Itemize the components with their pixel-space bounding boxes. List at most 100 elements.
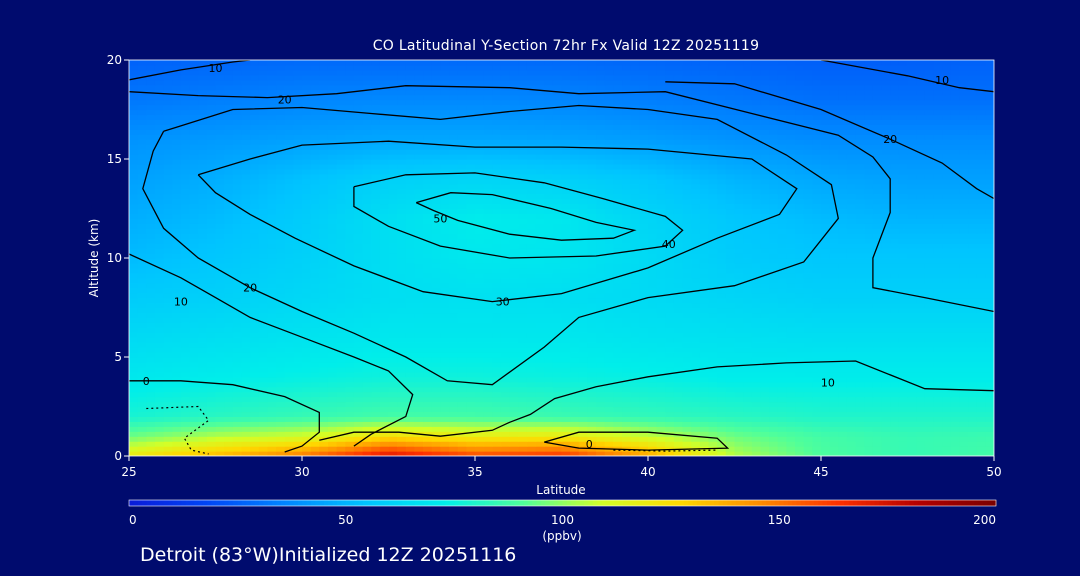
heatmap-cell	[985, 243, 994, 249]
heatmap-cell	[691, 297, 701, 304]
heatmap-cell	[154, 421, 165, 427]
heatmap-cell	[449, 238, 459, 244]
heatmap-cell	[596, 451, 606, 456]
heatmap-cell	[604, 322, 614, 328]
heatmap-cell	[786, 327, 796, 333]
heatmap-cell	[795, 371, 805, 378]
heatmap-cell	[769, 371, 779, 378]
heatmap-cell	[846, 233, 857, 239]
heatmap-cell	[206, 342, 217, 348]
heatmap-cell	[423, 347, 433, 353]
heatmap-cell	[397, 253, 407, 259]
heatmap-cell	[838, 238, 848, 244]
heatmap-cell	[665, 297, 675, 304]
heatmap-cell	[699, 292, 710, 299]
heatmap-cell	[232, 312, 243, 318]
heatmap-cell	[241, 218, 251, 224]
heatmap-cell	[431, 381, 441, 388]
heatmap-cell	[578, 208, 589, 215]
heatmap-cell	[129, 396, 139, 403]
heatmap-cell	[431, 347, 441, 353]
heatmap-cell	[250, 253, 260, 259]
heatmap-cell	[890, 253, 900, 259]
heatmap-cell	[561, 223, 571, 229]
heatmap-cell	[440, 322, 450, 328]
heatmap-cell	[699, 267, 710, 274]
heatmap-cell	[397, 307, 407, 314]
heatmap-cell	[302, 386, 312, 393]
heatmap-cell	[544, 208, 554, 215]
heatmap-cell	[855, 312, 865, 318]
heatmap-cell	[327, 436, 338, 442]
heatmap-cell	[423, 451, 433, 456]
heatmap-cell	[933, 228, 943, 234]
heatmap-cell	[708, 426, 718, 432]
heatmap-cell	[414, 292, 424, 299]
heatmap-cell	[544, 258, 554, 264]
heatmap-cell	[353, 361, 364, 368]
heatmap-cell	[276, 446, 286, 452]
heatmap-cell	[942, 213, 952, 219]
heatmap-cell	[544, 233, 554, 239]
heatmap-cell	[916, 322, 926, 328]
heatmap-cell	[786, 451, 796, 456]
heatmap-cell	[613, 258, 623, 264]
heatmap-cell	[267, 317, 277, 323]
heatmap-cell	[129, 347, 139, 353]
heatmap-cell	[232, 322, 243, 328]
heatmap-cell	[587, 406, 597, 413]
heatmap-cell	[942, 342, 952, 348]
heatmap-cell	[518, 322, 528, 328]
heatmap-cell	[258, 312, 268, 318]
heatmap-cell	[829, 262, 839, 269]
heatmap-cell	[743, 391, 753, 398]
heatmap-cell	[293, 396, 303, 403]
heatmap-cell	[224, 327, 234, 333]
heatmap-cell	[267, 302, 277, 309]
heatmap-cell	[708, 258, 718, 264]
heatmap-cell	[336, 277, 346, 284]
heatmap-cell	[137, 327, 147, 333]
heatmap-cell	[397, 391, 407, 398]
heatmap-cell	[898, 441, 909, 447]
heatmap-cell	[405, 322, 416, 328]
heatmap-cell	[725, 446, 736, 452]
heatmap-cell	[682, 396, 692, 403]
heatmap-cell	[656, 272, 666, 279]
heatmap-cell	[129, 223, 139, 229]
heatmap-cell	[570, 277, 580, 284]
heatmap-cell	[362, 371, 372, 378]
heatmap-cell	[872, 391, 883, 398]
heatmap-cell	[578, 401, 589, 408]
heatmap-cell	[431, 233, 441, 239]
heatmap-cell	[691, 253, 701, 259]
heatmap-cell	[769, 436, 779, 442]
heatmap-cell	[276, 381, 286, 388]
heatmap-cell	[509, 218, 519, 224]
heatmap-cell	[717, 371, 727, 378]
heatmap-cell	[405, 376, 416, 383]
heatmap-cell	[570, 243, 580, 249]
heatmap-cell	[890, 396, 900, 403]
heatmap-cell	[224, 233, 234, 239]
heatmap-cell	[699, 401, 710, 408]
heatmap-cell	[587, 238, 597, 244]
heatmap-cell	[405, 272, 416, 279]
heatmap-cell	[898, 366, 909, 373]
heatmap-cell	[578, 386, 589, 393]
heatmap-cell	[137, 287, 147, 294]
heatmap-cell	[535, 307, 545, 314]
heatmap-cell	[466, 342, 476, 348]
heatmap-cell	[872, 208, 883, 215]
heatmap-cell	[475, 228, 485, 234]
heatmap-cell	[327, 327, 338, 333]
heatmap-cell	[829, 218, 839, 224]
heatmap-cell	[163, 322, 173, 328]
heatmap-cell	[924, 446, 935, 452]
heatmap-cell	[933, 406, 943, 413]
heatmap-cell	[622, 366, 632, 373]
heatmap-cell	[968, 317, 978, 323]
heatmap-cell	[587, 267, 597, 274]
heatmap-cell	[163, 267, 173, 274]
heatmap-cell	[821, 248, 831, 254]
